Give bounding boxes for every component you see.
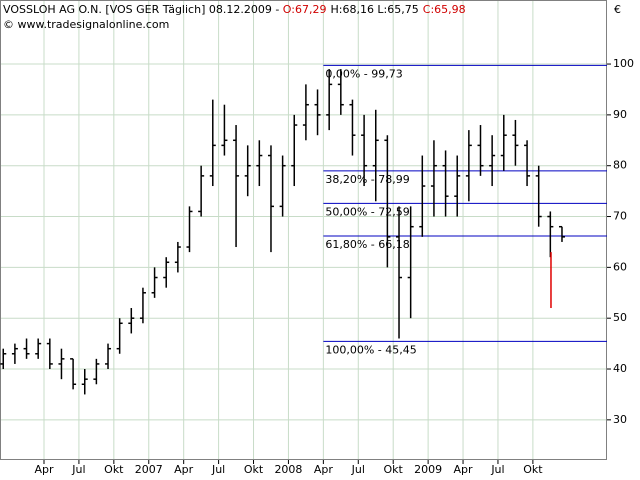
header-open: O:67,29	[283, 3, 327, 16]
x-tick-label: Okt	[104, 463, 124, 476]
currency: €	[614, 3, 621, 16]
x-tick-label: Apr	[34, 463, 54, 476]
y-tick-label: 40	[613, 362, 627, 375]
header-name: VOSSLOH AG O.N. [VOS GER Täglich] 08.12.…	[3, 3, 283, 16]
x-tick-label: Apr	[314, 463, 334, 476]
x-tick-label: 2007	[135, 463, 163, 476]
y-tick-label: 60	[613, 260, 627, 273]
header-close: C:65,98	[423, 3, 466, 16]
fibonacci-label: 0,00% - 99,73	[325, 67, 402, 80]
x-tick-label: Apr	[454, 463, 474, 476]
y-tick-label: 80	[613, 159, 627, 172]
y-tick-label: 70	[613, 210, 627, 223]
plot-frame	[0, 0, 607, 460]
fibonacci-label: 61,80% - 66,18	[325, 238, 409, 251]
x-tick-label: 2009	[414, 463, 442, 476]
x-tick-label: Okt	[244, 463, 264, 476]
y-tick-label: 30	[613, 413, 627, 426]
x-tick-label: Jul	[211, 463, 225, 476]
source: © www.tradesignalonline.com	[3, 18, 169, 31]
x-tick-label: Jul	[490, 463, 504, 476]
x-tick-label: Okt	[384, 463, 404, 476]
x-tick-label: Jul	[351, 463, 365, 476]
y-tick-label: 90	[613, 108, 627, 121]
y-tick-label: 50	[613, 311, 627, 324]
fibonacci-label: 50,00% - 72,59	[325, 205, 409, 218]
header: VOSSLOH AG O.N. [VOS GER Täglich] 08.12.…	[3, 3, 466, 16]
x-tick-label: Okt	[523, 463, 543, 476]
fibonacci-label: 100,00% - 45,45	[325, 343, 416, 356]
header-high-low: H:68,16 L:65,75	[330, 3, 418, 16]
x-tick-label: 2008	[274, 463, 302, 476]
y-tick-label: 100	[613, 57, 634, 70]
x-tick-label: Jul	[71, 463, 85, 476]
x-tick-label: Apr	[174, 463, 194, 476]
fibonacci-label: 38,20% - 78,99	[325, 173, 409, 186]
